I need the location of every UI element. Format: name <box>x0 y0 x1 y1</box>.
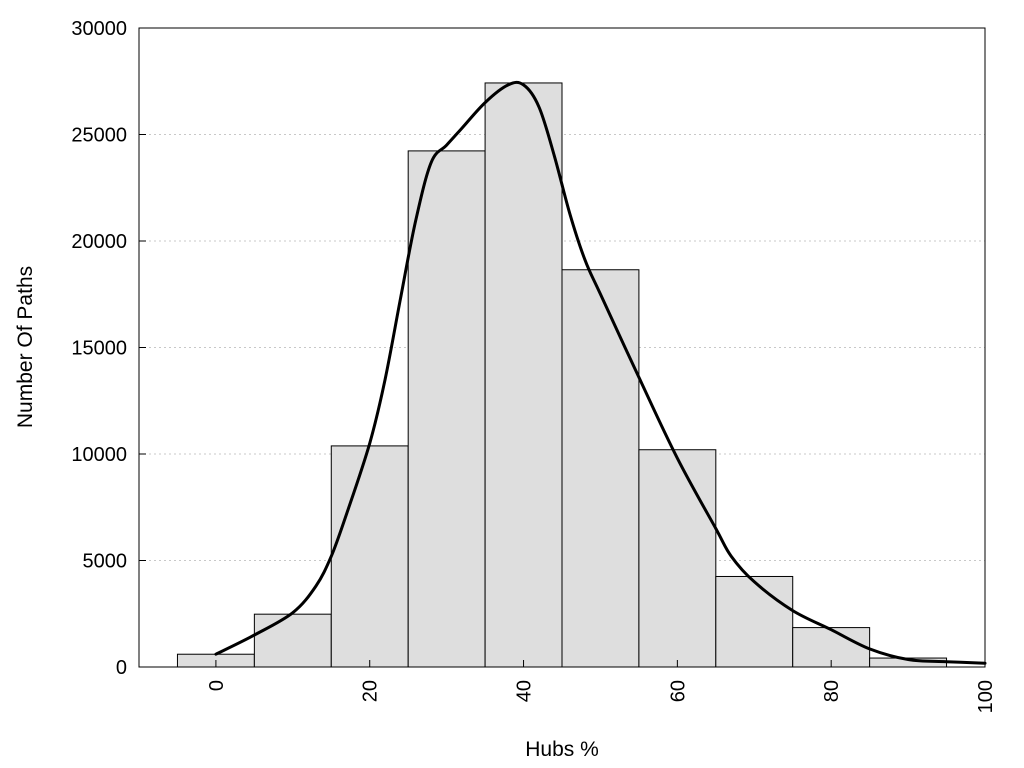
histogram-bar-7 <box>715 575 794 668</box>
y-axis-title: Number Of Paths <box>14 266 37 428</box>
y-tick-label-5: 25000 <box>71 125 127 147</box>
x-tick-label-1: 20 <box>360 680 382 702</box>
histogram-bar-3 <box>407 150 486 668</box>
y-tick-label-1: 5000 <box>83 551 128 573</box>
x-tick-label-3: 60 <box>667 680 689 702</box>
y-tick-label-3: 15000 <box>71 338 127 360</box>
histogram-bar-2 <box>330 445 409 668</box>
density-curve-layer <box>214 80 987 665</box>
x-tick-label-0: 0 <box>206 680 228 691</box>
y-tick-label-0: 0 <box>116 657 127 679</box>
histogram-bar-5 <box>561 269 640 668</box>
histogram-bar-4 <box>484 82 563 668</box>
x-tick-label-5: 100 <box>975 680 997 713</box>
y-tick-label-2: 10000 <box>71 444 127 466</box>
histogram-bar-1 <box>253 613 332 668</box>
x-axis-ticks: 0 20 40 60 80 100 <box>206 660 997 713</box>
histogram-bar-6 <box>638 449 717 668</box>
x-tick-label-2: 40 <box>514 680 536 702</box>
y-tick-label-6: 30000 <box>71 18 127 40</box>
y-tick-label-4: 20000 <box>71 231 127 253</box>
histogram-bars <box>176 82 948 668</box>
x-axis-title: Hubs % <box>525 738 599 761</box>
grid-lines <box>139 134 985 561</box>
y-axis-ticks: 0 5000 10000 15000 20000 25000 30000 <box>71 18 146 679</box>
density-curve <box>214 80 987 665</box>
x-tick-label-4: 80 <box>821 680 843 702</box>
